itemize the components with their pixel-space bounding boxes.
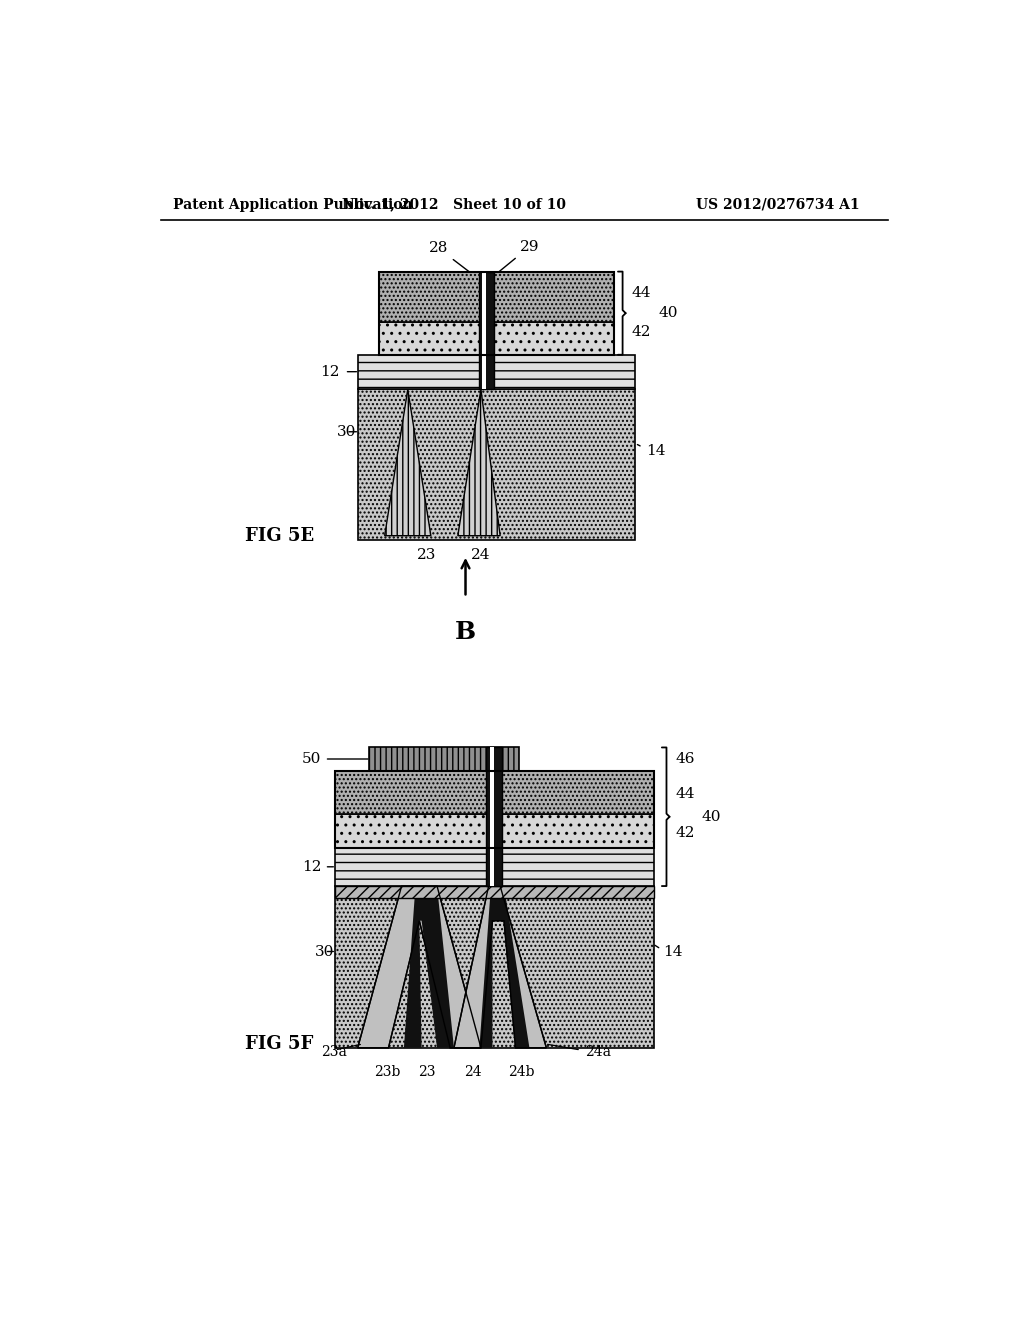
Text: 23b: 23b <box>374 1065 400 1080</box>
Text: 24a: 24a <box>585 1044 611 1059</box>
Bar <box>478 272 494 389</box>
Bar <box>379 272 614 355</box>
Bar <box>335 771 654 847</box>
Text: 12: 12 <box>321 364 340 379</box>
Polygon shape <box>357 886 481 1048</box>
Bar <box>357 355 635 389</box>
Bar <box>335 886 654 1048</box>
Bar <box>379 322 614 355</box>
Text: B: B <box>455 620 476 644</box>
Polygon shape <box>479 886 529 1048</box>
Polygon shape <box>385 389 431 536</box>
Bar <box>379 272 614 322</box>
Text: 40: 40 <box>701 809 721 824</box>
Text: 46: 46 <box>676 752 695 766</box>
Bar <box>357 389 635 540</box>
Text: US 2012/0276734 A1: US 2012/0276734 A1 <box>695 198 859 211</box>
Text: 44: 44 <box>676 787 695 801</box>
Text: FIG 5E: FIG 5E <box>245 527 313 545</box>
Bar <box>335 886 654 899</box>
Polygon shape <box>454 886 547 1048</box>
Bar <box>490 747 494 886</box>
Text: 14: 14 <box>646 444 666 458</box>
Bar <box>335 814 654 847</box>
Text: 12: 12 <box>302 859 322 874</box>
Text: 24b: 24b <box>509 1065 535 1080</box>
Bar <box>370 747 519 771</box>
Text: 50: 50 <box>302 752 322 766</box>
Bar <box>486 747 502 886</box>
Text: 23: 23 <box>418 1065 436 1080</box>
Text: 29: 29 <box>499 240 540 272</box>
Text: Nov. 1, 2012   Sheet 10 of 10: Nov. 1, 2012 Sheet 10 of 10 <box>342 198 566 211</box>
Text: 40: 40 <box>658 306 678 321</box>
Polygon shape <box>458 389 500 536</box>
Text: 42: 42 <box>676 826 695 840</box>
Text: 23a: 23a <box>322 1044 347 1059</box>
Polygon shape <box>403 886 454 1048</box>
Text: 24: 24 <box>465 1065 482 1080</box>
Text: 44: 44 <box>632 286 651 300</box>
Bar <box>482 272 486 389</box>
Text: 30: 30 <box>337 425 356 438</box>
Text: 14: 14 <box>664 945 683 958</box>
Text: 23: 23 <box>418 548 436 562</box>
Text: 28: 28 <box>429 242 475 276</box>
Text: 42: 42 <box>632 325 651 339</box>
Text: FIG 5F: FIG 5F <box>245 1035 313 1053</box>
Bar <box>335 771 654 814</box>
Text: Patent Application Publication: Patent Application Publication <box>173 198 413 211</box>
Text: 24: 24 <box>471 548 490 562</box>
Text: 30: 30 <box>315 945 335 958</box>
Bar <box>335 847 654 886</box>
